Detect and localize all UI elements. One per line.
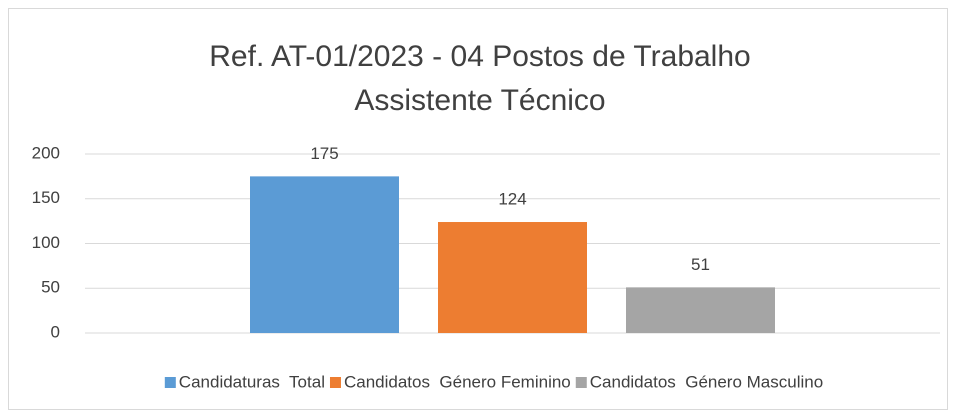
chart-title: Assistente Técnico <box>354 84 605 117</box>
legend-label: Candidatos Género Masculino <box>590 372 823 391</box>
bar <box>250 176 399 333</box>
legend-swatch <box>164 377 176 388</box>
data-label: 175 <box>310 144 338 163</box>
chart-border <box>8 8 948 410</box>
y-tick-label: 150 <box>32 188 60 207</box>
y-tick-label: 0 <box>51 322 60 341</box>
bar <box>626 287 775 333</box>
legend-swatch <box>575 377 587 388</box>
legend-swatch <box>329 377 341 388</box>
data-label: 124 <box>498 190 526 209</box>
legend-label: Candidatos Género Feminino <box>344 372 571 391</box>
chart-title: Ref. AT-01/2023 - 04 Postos de Trabalho <box>209 40 750 73</box>
y-tick-label: 100 <box>32 233 60 252</box>
data-label: 51 <box>691 255 710 274</box>
bar <box>438 222 587 333</box>
y-tick-label: 50 <box>41 278 60 297</box>
y-tick-label: 200 <box>32 143 60 162</box>
legend-label: Candidaturas Total <box>179 372 325 391</box>
